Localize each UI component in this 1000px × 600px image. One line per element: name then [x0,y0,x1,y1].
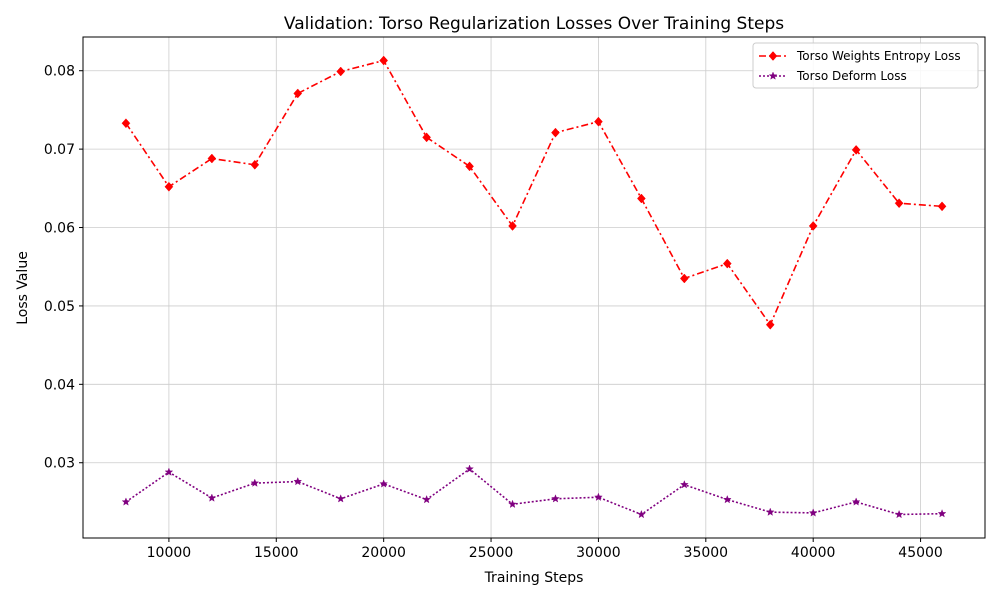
y-tick-label: 0.03 [44,456,75,472]
data-point [422,132,431,143]
x-tick-label: 10000 [147,545,192,561]
legend-item-1: Torso Deform Loss [759,69,907,83]
data-point [379,479,389,488]
data-point [250,478,260,487]
data-point [465,464,474,473]
series-layer [121,55,947,519]
series-1 [121,464,947,519]
data-point [679,273,689,284]
data-point [293,476,303,486]
data-point [722,495,732,504]
data-point [808,508,818,517]
data-point [293,88,303,99]
data-point [937,201,947,212]
data-point [551,494,560,503]
data-point [121,497,131,506]
data-point [894,198,904,209]
series-line [125,59,943,327]
legend-label: Torso Deform Loss [796,69,907,83]
data-point [207,153,217,164]
axis-ticks: 10000 15000 20000 25000 30000 35000 40000 45000… [44,64,943,561]
data-point [765,319,775,330]
legend-item-0: Torso Weights Entropy Loss [759,49,961,63]
data-point [765,507,775,516]
data-point [808,221,818,231]
data-point [594,492,603,501]
x-tick-label: 20000 [361,545,406,561]
legend: Torso Weights Entropy Loss Torso Deform L… [752,42,979,89]
y-tick-label: 0.05 [44,299,75,315]
y-axis-label: Loss Value [15,251,31,325]
data-point [336,66,346,77]
data-point [551,127,560,138]
data-point [250,159,260,170]
data-point [465,161,474,172]
data-point [508,499,517,508]
data-point [164,181,174,192]
data-point [121,118,131,129]
data-point [164,467,174,476]
x-tick-label: 25000 [469,545,514,561]
data-point [894,509,904,519]
data-point [207,493,217,502]
data-point [851,145,861,155]
data-point [679,480,689,489]
data-point [508,221,517,231]
x-tick-label: 45000 [898,545,943,561]
chart-title: Validation: Torso Regularization Losses … [284,14,784,34]
x-tick-label: 30000 [576,545,621,561]
plot-area-frame [82,36,986,539]
x-tick-label: 15000 [254,545,299,561]
y-tick-label: 0.07 [44,142,75,158]
data-point [379,55,389,66]
data-point [422,495,431,504]
data-point [722,258,732,269]
data-point [594,116,603,127]
y-tick-label: 0.04 [44,377,75,393]
legend-marker [768,51,778,61]
data-point [336,494,346,503]
x-tick-label: 35000 [684,545,729,561]
data-point [851,497,861,506]
x-axis-label: Training Steps [484,570,584,586]
series-line [125,467,943,516]
y-tick-label: 0.06 [44,221,75,237]
data-point [937,509,947,518]
legend-box [752,42,979,89]
legend-marker [768,71,778,80]
x-tick-label: 40000 [791,545,836,561]
series-0 [121,55,947,330]
y-tick-label: 0.08 [44,64,75,80]
grid [83,37,985,538]
data-point [637,193,646,204]
data-point [637,509,646,519]
legend-label: Torso Weights Entropy Loss [796,49,961,63]
